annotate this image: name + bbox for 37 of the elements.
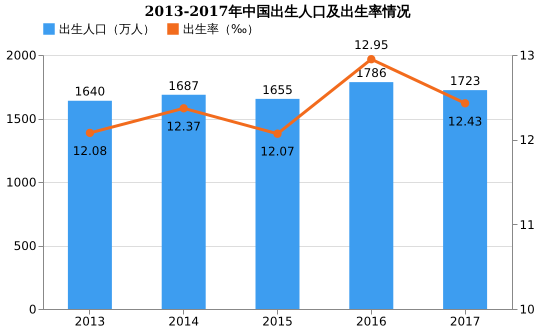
- y2-tick-label: 12: [520, 133, 535, 148]
- bar: [256, 98, 300, 309]
- point: [273, 130, 282, 138]
- data-label: 1640: [74, 84, 106, 99]
- point: [180, 104, 188, 113]
- y-tick-label: 1000: [6, 176, 36, 190]
- bar: [68, 100, 112, 309]
- data-label: 1786: [356, 66, 387, 80]
- legend-label: 出生人口（万人）: [59, 22, 155, 36]
- chart-title: 2013-2017年中国出生人口及出生率情况: [144, 3, 412, 20]
- x-tick-label: 2014: [168, 314, 199, 328]
- point: [86, 128, 94, 138]
- data-label: 12.08: [72, 144, 108, 158]
- y2-tick-label: 13: [520, 48, 535, 62]
- y2-tick-label: 10: [520, 302, 535, 316]
- x-tick-label: 2016: [356, 314, 387, 328]
- data-label: 12.07: [260, 144, 295, 159]
- y-tick-label: 1500: [6, 112, 36, 126]
- data-label: 12.37: [166, 119, 201, 134]
- data-label: 1655: [262, 82, 293, 97]
- y2-tick-label: 11: [520, 218, 535, 232]
- bar: [162, 94, 206, 309]
- point: [367, 55, 376, 64]
- y-tick-label: 0: [28, 302, 36, 316]
- bar: [349, 82, 394, 309]
- legend-label: 出生率（‰）: [183, 22, 260, 36]
- y-tick-label: 500: [14, 239, 36, 253]
- bar: [443, 90, 488, 309]
- data-label: 12.95: [354, 38, 388, 52]
- data-label: 12.43: [448, 114, 482, 128]
- point: [460, 99, 470, 108]
- data-label: 1687: [168, 78, 199, 93]
- x-tick-label: 2013: [74, 314, 106, 328]
- x-tick-label: 2015: [262, 314, 293, 328]
- data-label: 1723: [450, 74, 480, 88]
- y-tick-label: 2000: [6, 48, 36, 62]
- x-tick-label: 2017: [450, 314, 480, 328]
